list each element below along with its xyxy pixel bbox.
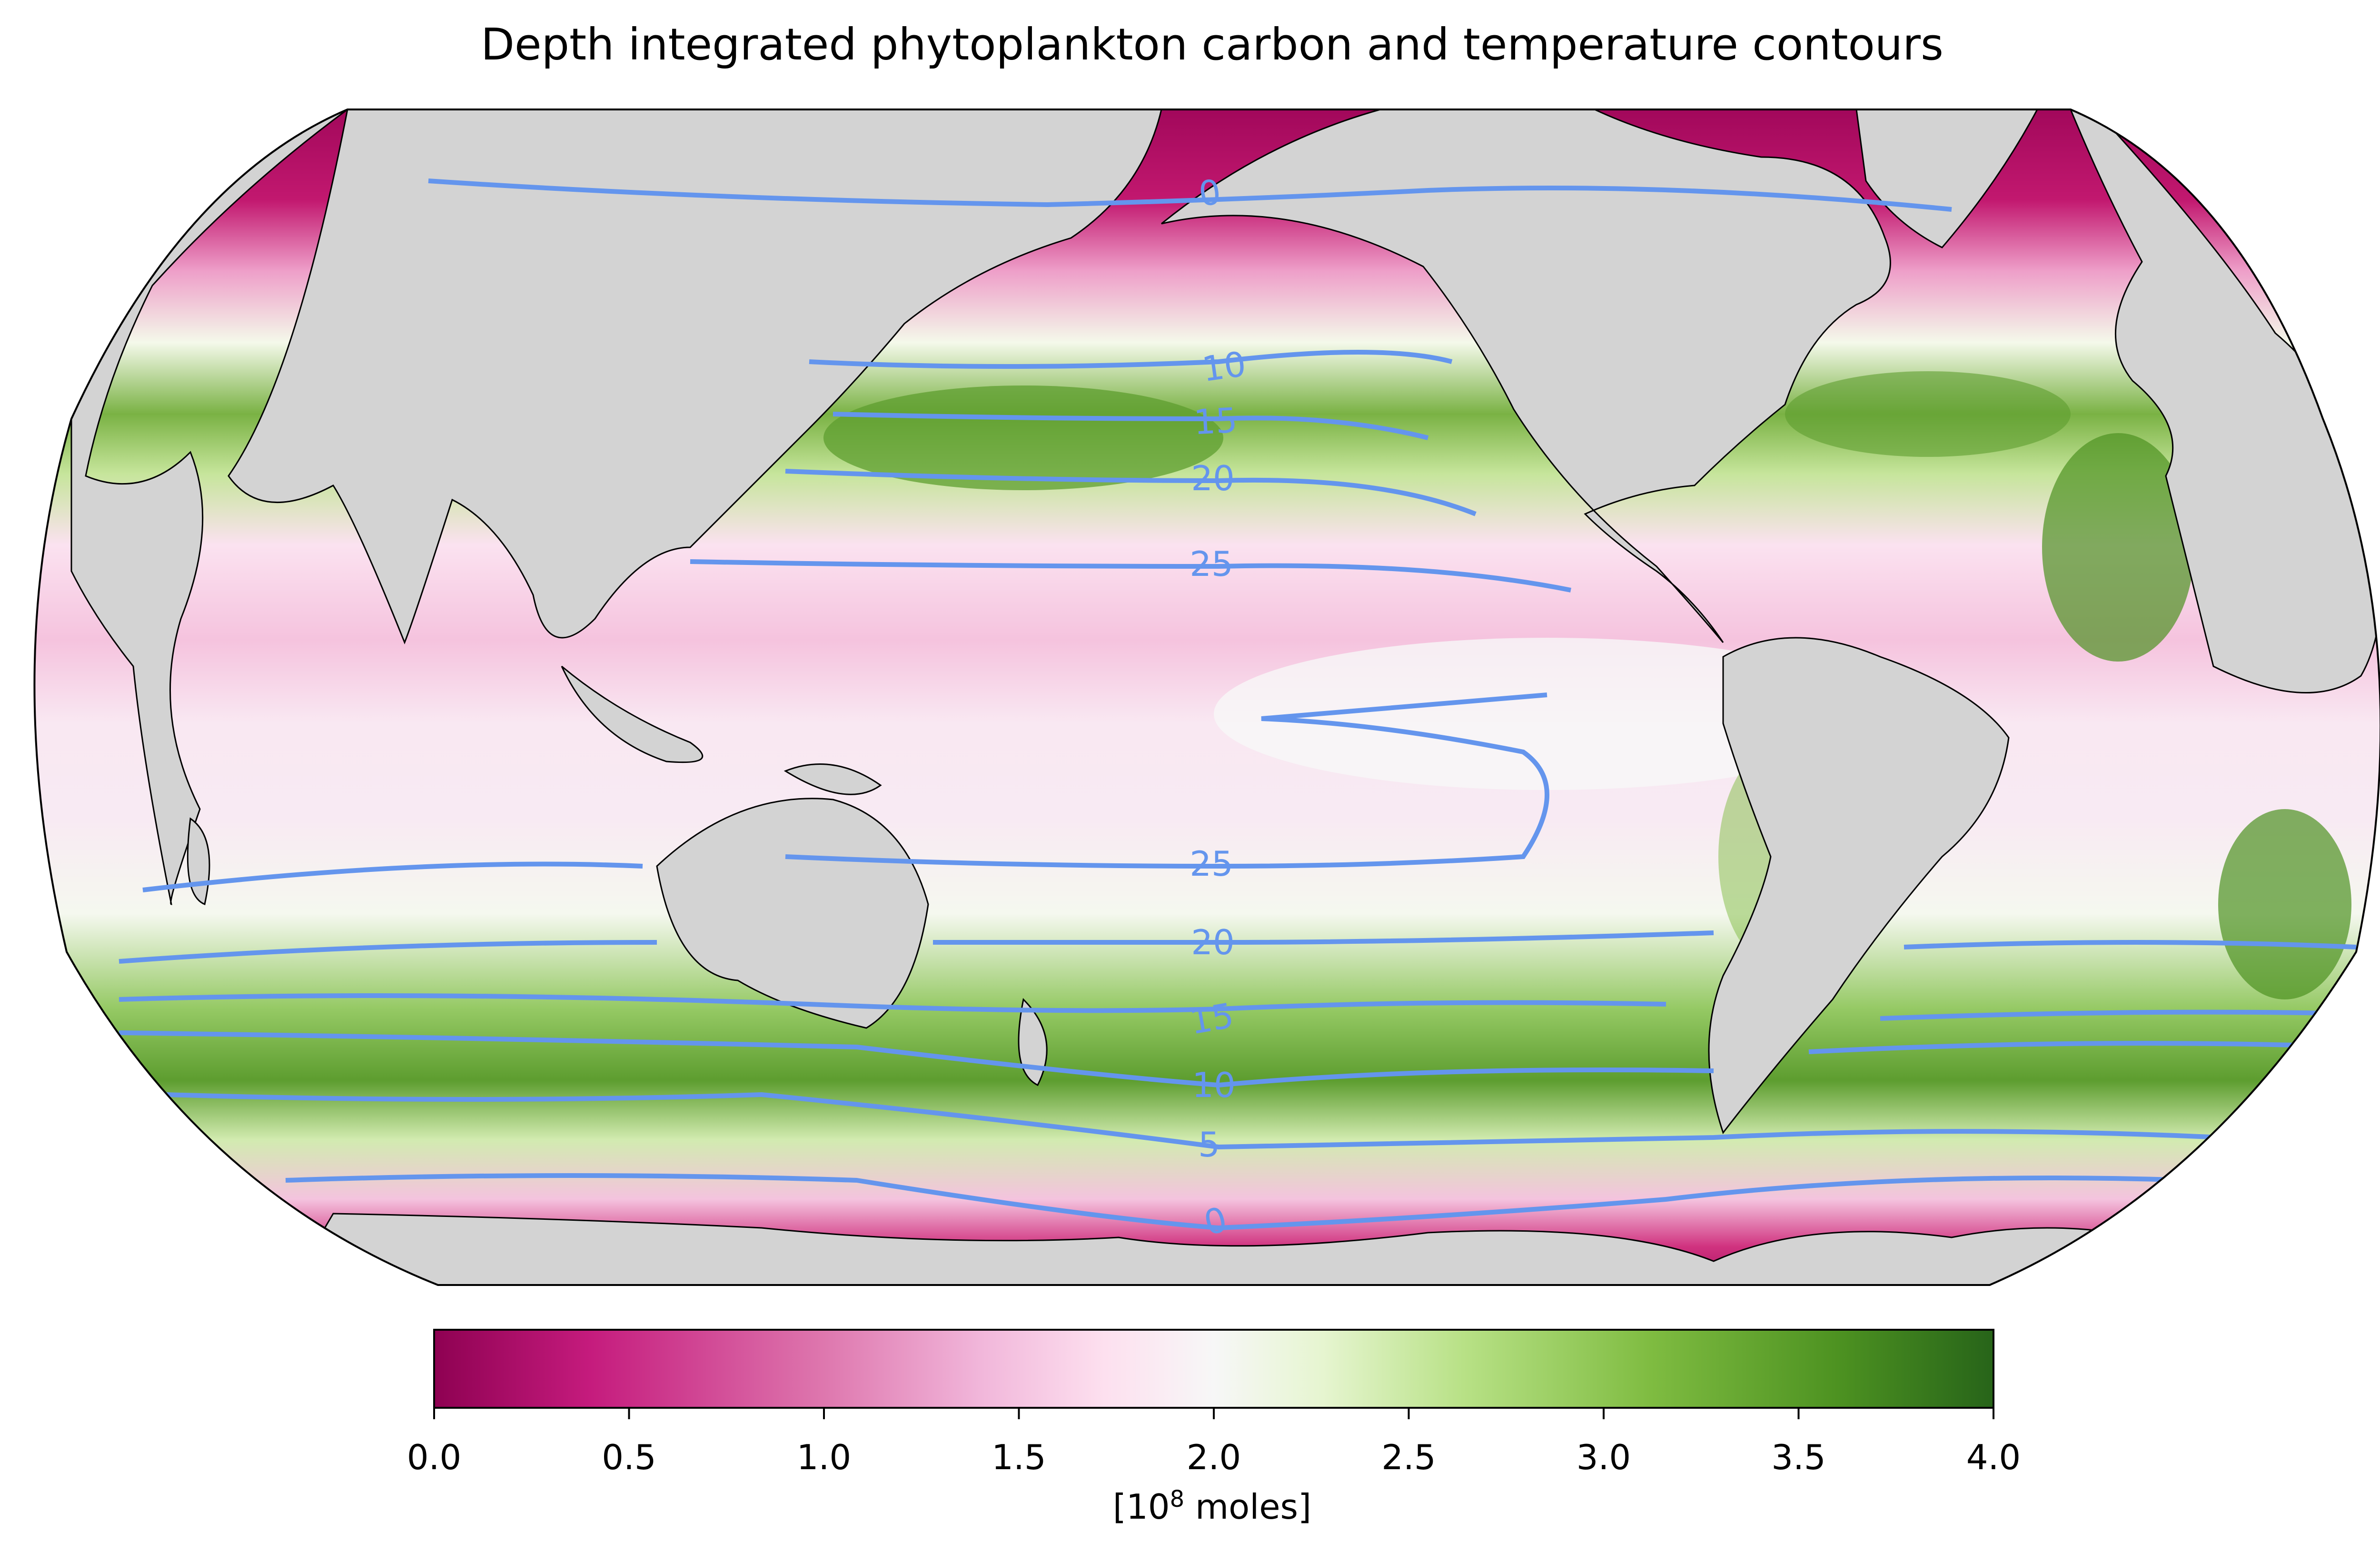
land-australia [656,798,929,1029]
map-title: Depth integrated phytoplankton carbon an… [481,19,1944,70]
colorbar-tick-label: 4.0 [1966,1437,2021,1477]
colorbar-gradient [433,1329,1994,1409]
colorbar-label-suffix: moles] [1184,1487,1312,1527]
colorbar-label-prefix: [10 [1112,1487,1170,1527]
contour-25-north [690,559,1571,593]
contour-label: 25 [1190,544,1233,584]
land-asia [228,109,1162,645]
land-antarctica [284,1213,2143,1285]
contour-15-south [119,993,2357,1021]
contour-label: 15 [1187,995,1237,1042]
contour-label: 10 [1192,1065,1236,1105]
land-indonesia [561,665,704,763]
land-north-america [1161,109,1891,643]
colorbar-tick-label: 1.5 [992,1437,1046,1477]
contour-20-north [785,469,1477,516]
land-africa [2069,109,2380,693]
contour-labels: 0 10 15 20 25 25 20 15 10 5 0 [1187,171,1248,1243]
contour-5-south [166,1092,2309,1150]
land-new-guinea [783,763,882,795]
contour-25-south [142,692,1549,892]
colorbar-tick-label: 1.0 [796,1437,852,1477]
contour-10-north [809,350,1453,369]
contour-label: 25 [1190,844,1233,884]
contour-0-north [428,178,1952,212]
colorbar [433,1329,1994,1419]
colorbar-tick-label: 0.5 [602,1437,656,1477]
colorbar-tick-label: 3.0 [1576,1437,1631,1477]
land-new-zealand [1018,998,1048,1087]
contour-label: 10 [1200,344,1248,389]
contour-15-north [833,412,1429,440]
land-masses [70,109,2380,1285]
contour-0-south [285,1173,2190,1231]
colorbar-ticks [433,1408,1994,1419]
colorbar-label: [108 moles] [0,1486,2380,1527]
contour-label: 15 [1193,400,1239,443]
contour-10-south [119,1030,2357,1088]
colorbar-tick-label: 2.5 [1381,1437,1436,1477]
land-eurasia [70,109,348,905]
land-south-america [1708,637,2010,1135]
colorbar-tick-label: 0.0 [407,1437,462,1477]
contour-label: 20 [1191,458,1235,498]
contour-20-south [119,930,2357,964]
map-boundary [33,109,2380,1286]
temperature-contours [119,178,2357,1231]
colorbar-label-exponent: 8 [1170,1486,1185,1512]
colorbar-tick-label: 2.0 [1186,1437,1241,1477]
contour-label: 20 [1191,922,1235,962]
contour-label: 5 [1198,1125,1220,1165]
colorbar-tick-label: 3.5 [1771,1437,1826,1477]
